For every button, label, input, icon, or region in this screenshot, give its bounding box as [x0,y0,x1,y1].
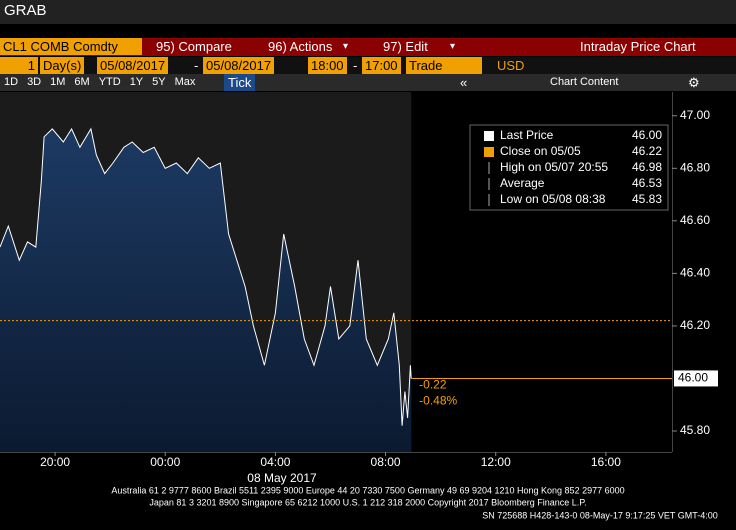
price-line [0,127,412,426]
range-button[interactable]: 5Y [152,76,166,88]
x-tick-label: 12:00 [481,455,511,469]
start-time[interactable]: 18:00 [308,57,347,74]
arrow: ▾ [343,41,349,52]
legend-box [469,124,669,211]
legend-name: Last Price [500,128,554,142]
y-tick-label: 47.00 [680,108,710,122]
period-input[interactable]: 1 [0,57,38,74]
title-bar: GRAB [0,0,736,24]
compare-menu[interactable]: 95) Compare [156,39,232,54]
price-area [0,128,412,452]
legend-swatch [484,147,494,157]
period-unit[interactable]: Day(s) [40,57,85,74]
y-tick-label: 45.80 [680,423,710,437]
legend-value: 46.22 [632,144,662,158]
separator: - [194,58,199,73]
footer-line: Japan 81 3 3201 8900 Singapore 65 6212 1… [149,497,586,507]
last-price-box [674,370,718,387]
frequency-select[interactable]: Tick [224,74,256,91]
footer-line: Australia 61 2 9777 8600 Brazil 5511 239… [111,485,624,495]
y-tick-label: 46.60 [680,213,710,227]
y-tick-label: 46.40 [680,266,710,280]
currency: USD [497,58,525,73]
field-select[interactable]: Trade [406,57,482,74]
range-button[interactable]: 1Y [129,76,144,88]
actions-menu[interactable]: 96) Actions [268,39,333,54]
legend-value: 46.98 [632,160,662,174]
end-date[interactable]: 05/08/2017 [203,57,275,74]
range-button[interactable]: 3D [27,76,42,88]
footer-line: SN 725688 H428-143-0 08-May-17 9:17:25 V… [482,510,717,520]
range-bar: 1D 3D 1M 6M YTD 1Y 5Y Max Tick « Chart Content … [0,74,736,91]
range-button[interactable]: YTD [98,76,121,88]
end-time[interactable]: 17:00 [362,57,401,74]
legend-name: High on 05/07 20:55 [500,160,608,174]
panel-title: Intraday Price Chart [580,39,696,54]
x-date-label: 08 May 2017 [247,471,317,485]
edit-menu[interactable]: 97) Edit [383,39,428,54]
legend-swatch [484,131,494,141]
collapse-button[interactable]: « [460,75,468,90]
range-button[interactable]: 6M [74,76,90,88]
legend-name: Low on 05/08 08:38 [500,192,606,206]
range-buttons: 1D 3D 1M 6M YTD 1Y 5Y Max [4,74,204,91]
arrow: ▾ [450,41,456,52]
x-tick-label: 20:00 [40,455,70,469]
range-button[interactable]: 1D [4,76,19,88]
chart: 08 May 2017 Australia 61 2 9777 8600 Bra… [0,92,718,520]
legend-name: Close on 05/05 [500,144,581,158]
range-button[interactable]: 1M [50,76,66,88]
toolbar: CL1 COMB Comdty 95) Compare 96) Actions … [0,38,736,56]
legend-value: 46.53 [632,176,662,190]
change-value: -0.22 [419,378,447,392]
x-tick-label: 16:00 [591,455,621,469]
y-tick-label: 46.20 [680,318,710,332]
separator: - [353,58,358,73]
y-tick-label: 46.80 [680,160,710,174]
settings-button[interactable]: ⚙ [688,75,700,90]
legend-value: 46.00 [632,128,662,142]
chart-content-button[interactable]: Chart Content [550,76,619,88]
change-percent: -0.48% [419,394,457,408]
x-tick-label: 00:00 [150,455,180,469]
ticker-input[interactable]: CL1 COMB Comdty [0,38,142,55]
legend-value: 45.83 [632,192,662,206]
x-tick-label: 08:00 [371,455,401,469]
window-title: GRAB [4,2,47,19]
x-tick-label: 04:00 [260,455,290,469]
start-date[interactable]: 05/08/2017 [97,57,169,74]
date-bar: 1 Day(s) 05/08/2017 - 05/08/2017 18:00 -… [0,57,736,74]
last-price-label: 46.00 [678,371,708,385]
legend-name: Average [500,176,545,190]
range-button[interactable]: Max [174,76,196,88]
